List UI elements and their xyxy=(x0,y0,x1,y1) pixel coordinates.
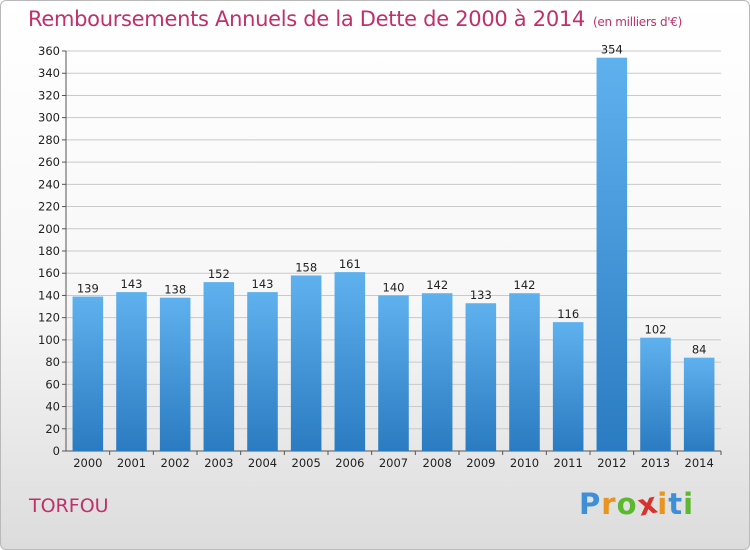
y-tick-label: 120 xyxy=(38,311,60,325)
y-tick-label: 40 xyxy=(45,400,60,414)
bar-2010 xyxy=(509,293,540,451)
data-label-2013: 102 xyxy=(645,323,667,337)
logo-letter: P xyxy=(579,487,602,521)
x-tick-label: 2013 xyxy=(641,456,670,470)
y-tick-label: 200 xyxy=(38,222,60,236)
logo-letter: t xyxy=(668,487,684,521)
data-label-2011: 116 xyxy=(557,307,579,321)
y-tick-label: 20 xyxy=(45,422,60,436)
data-label-2004: 143 xyxy=(252,277,274,291)
data-label-2002: 138 xyxy=(164,283,186,297)
y-tick-label: 280 xyxy=(38,133,60,147)
x-tick-label: 2005 xyxy=(292,456,321,470)
data-label-2005: 158 xyxy=(295,260,317,274)
bar-2006 xyxy=(334,272,366,451)
y-tick-label: 360 xyxy=(38,44,60,58)
data-label-2008: 142 xyxy=(426,278,448,292)
data-label-2001: 143 xyxy=(121,277,143,291)
axes: 0 20 40 60 80 100 120 140 160 180 200 220 240 260 280 3… xyxy=(38,44,722,470)
y-tick-label: 60 xyxy=(45,377,60,391)
y-tick-label: 180 xyxy=(38,244,60,258)
y-tick-label: 240 xyxy=(38,177,60,191)
y-tick-label: 300 xyxy=(38,111,60,125)
y-tick-label: 100 xyxy=(38,333,60,347)
x-tick-label: 2014 xyxy=(685,456,714,470)
data-label-2003: 152 xyxy=(208,267,230,281)
bar-2011 xyxy=(552,322,584,451)
chart-title: Remboursements Annuels de la Dette de 20… xyxy=(28,7,682,31)
chart-unit: (en milliers d'€) xyxy=(593,15,683,29)
bar-2012 xyxy=(596,57,628,452)
x-tick-label: 2008 xyxy=(423,456,452,470)
chart-title-text: Remboursements Annuels de la Dette de 20… xyxy=(28,7,585,31)
bar-2001 xyxy=(116,292,147,451)
bar-2009 xyxy=(465,303,497,451)
data-label-2012: 354 xyxy=(601,43,623,57)
y-tick-label: 140 xyxy=(38,288,60,302)
x-tick-label: 2009 xyxy=(466,456,495,470)
bar-2014 xyxy=(683,357,715,451)
bars xyxy=(72,57,715,452)
x-tick-label: 2011 xyxy=(554,456,583,470)
proxiti-logo: Proxiti xyxy=(579,485,695,522)
bar-2005 xyxy=(290,275,322,451)
x-tick-label: 2012 xyxy=(597,456,626,470)
data-label-2014: 84 xyxy=(692,343,707,357)
bar-2004 xyxy=(247,292,278,451)
y-tick-label: 0 xyxy=(53,444,60,458)
data-labels: 139 143 138 152 143 158 161 140 142 133 142 116 354 1… xyxy=(77,43,707,357)
data-label-2009: 133 xyxy=(470,288,492,302)
x-tick-label: 2002 xyxy=(161,456,190,470)
data-label-2010: 142 xyxy=(514,278,536,292)
bar-2008 xyxy=(421,293,453,451)
x-tick-label: 2001 xyxy=(117,456,146,470)
x-tick-label: 2004 xyxy=(248,456,277,470)
bar-2000 xyxy=(72,296,104,451)
logo-letter: o xyxy=(616,487,638,521)
y-tick-label: 340 xyxy=(38,66,60,80)
data-label-2007: 140 xyxy=(383,280,405,294)
bar-2007 xyxy=(378,295,409,451)
x-tick-label: 2010 xyxy=(510,456,539,470)
data-label-2000: 139 xyxy=(77,282,99,296)
logo-letter: i xyxy=(683,487,695,521)
x-tick-label: 2000 xyxy=(73,456,102,470)
bar-2002 xyxy=(159,297,191,451)
bar-2003 xyxy=(203,282,235,451)
y-tick-label: 220 xyxy=(38,200,60,214)
x-tick-label: 2006 xyxy=(335,456,364,470)
data-label-2006: 161 xyxy=(339,257,361,271)
y-tick-label: 80 xyxy=(45,355,60,369)
y-tick-label: 320 xyxy=(38,88,60,102)
logo-letter: r xyxy=(601,487,617,521)
place-name: TORFOU xyxy=(29,495,109,517)
y-tick-label: 260 xyxy=(38,155,60,169)
x-tick-label: 2007 xyxy=(379,456,408,470)
x-tick-label: 2003 xyxy=(204,456,233,470)
y-tick-label: 160 xyxy=(38,266,60,280)
logo-letter: i xyxy=(657,487,669,521)
bar-2013 xyxy=(640,337,671,451)
